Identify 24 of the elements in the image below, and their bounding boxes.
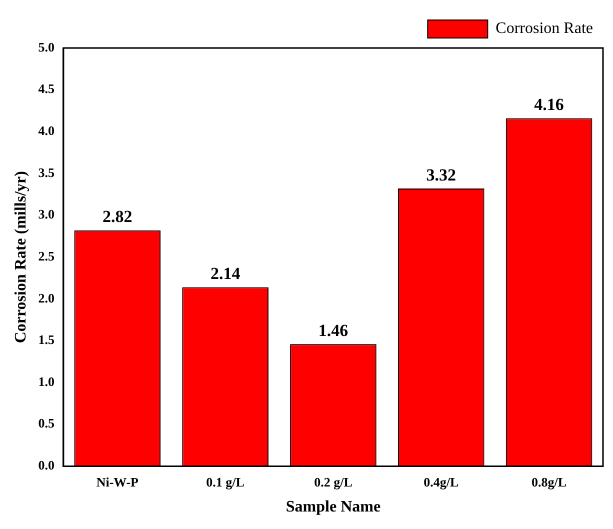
data-label: 3.32 [426, 165, 456, 184]
y-tick-label: 4.0 [38, 123, 54, 138]
data-label: 2.14 [210, 264, 241, 284]
y-tick-label: 0.5 [38, 416, 55, 431]
x-tick-label: 0.4g/L [424, 474, 459, 490]
y-tick-label: 2.0 [38, 290, 54, 306]
data-label: 1.46 [318, 320, 348, 340]
y-axis-title: Corrosion Rate (mills/yr) [12, 171, 30, 344]
x-tick-label: 0.8g/L [532, 474, 567, 490]
y-tick-label: 4.5 [38, 81, 55, 96]
data-label: 2.82 [102, 207, 132, 226]
x-axis-title: Sample Name [286, 498, 381, 516]
x-tick-label: Ni-W-P [96, 474, 139, 490]
x-tick-label: 0.2 g/L [314, 474, 353, 490]
x-tick-label: 0.1 g/L [206, 474, 245, 490]
legend-label: Corrosion Rate [496, 20, 594, 38]
y-tick-label: 3.5 [38, 164, 55, 180]
y-tick-label: 1.5 [38, 332, 55, 348]
data-label: 4.16 [534, 95, 564, 114]
y-tick-label: 0.0 [38, 458, 54, 473]
y-tick-label: 3.0 [38, 206, 54, 222]
y-tick-label: 2.5 [38, 248, 55, 264]
y-tick-label: 1.0 [38, 374, 54, 389]
y-tick-label: 5.0 [38, 39, 54, 54]
